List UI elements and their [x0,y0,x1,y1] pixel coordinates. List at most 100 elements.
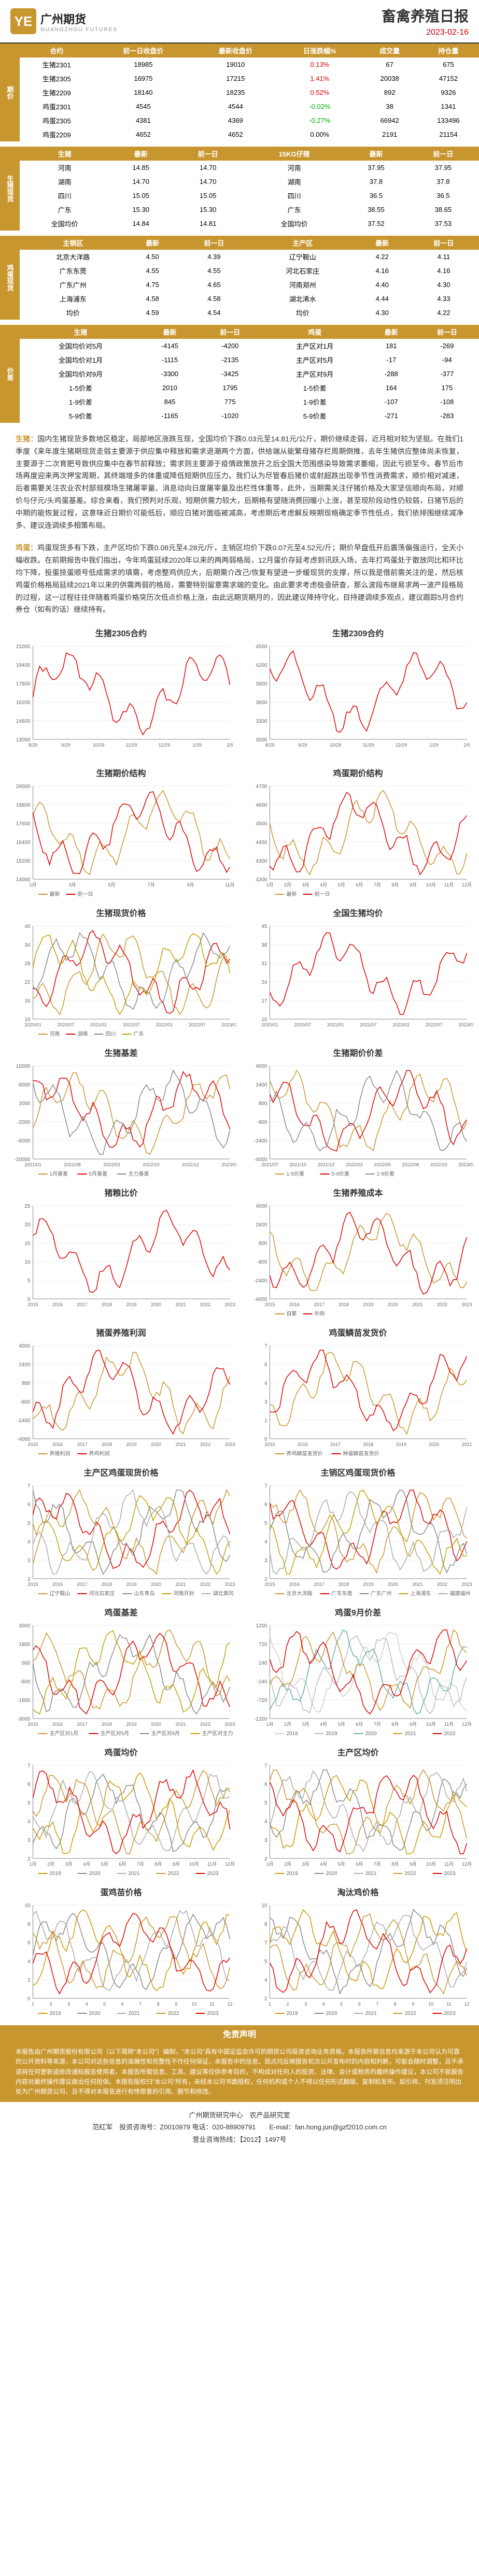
svg-text:8月: 8月 [391,882,399,888]
svg-text:5: 5 [264,1800,267,1806]
svg-text:湖北黄冈: 湖北黄冈 [213,1590,234,1597]
svg-text:0: 0 [27,1996,31,2002]
svg-text:720: 720 [259,1642,267,1648]
svg-text:4: 4 [264,1819,267,1825]
svg-text:4300: 4300 [256,858,267,864]
svg-text:6: 6 [264,1502,267,1508]
svg-text:2020: 2020 [326,2011,338,2016]
svg-text:河南开封: 河南开封 [174,1590,194,1597]
chart: 猪蛋养殖利润40002400800-800-2400-4000201520162… [5,1326,237,1461]
svg-text:2021: 2021 [412,1582,422,1587]
charts-grid: 生猪2305合约2100019400178001620014600130008/… [0,621,479,2025]
svg-text:-2400: -2400 [254,1138,267,1144]
page-title: 畜禽养殖日报 [382,5,469,26]
svg-text:22: 22 [24,980,31,985]
svg-text:3900: 3900 [256,681,267,687]
svg-text:4: 4 [27,1959,31,1965]
svg-text:5: 5 [264,1521,267,1526]
chart-title: 鸡蛋基差 [5,1606,237,1618]
chart-title: 鸡蛋鳞苗发货价 [242,1326,474,1338]
svg-text:4600: 4600 [256,803,267,808]
svg-text:2021: 2021 [129,1871,140,1877]
svg-text:1-9价差: 1-9价差 [377,1170,395,1177]
svg-text:2022/10: 2022/10 [430,1162,447,1167]
svg-text:9/29: 9/29 [61,742,71,748]
svg-text:2016: 2016 [298,1442,308,1447]
svg-text:12月: 12月 [225,1862,235,1867]
svg-text:2023: 2023 [207,1871,219,1877]
svg-text:4月: 4月 [320,1862,327,1867]
svg-text:25: 25 [24,1204,31,1209]
svg-text:湖南: 湖南 [78,1031,88,1037]
svg-text:2022/05: 2022/05 [374,1162,391,1167]
svg-text:2020/01: 2020/01 [261,1022,278,1027]
svg-text:2400: 2400 [19,1362,31,1368]
svg-text:10月: 10月 [426,882,436,888]
svg-text:2020: 2020 [388,1582,398,1587]
svg-text:11月: 11月 [207,1862,217,1867]
svg-text:2022: 2022 [437,1302,447,1307]
svg-text:7: 7 [376,2001,378,2007]
chart: 生猪期价价差40002400800-800-2400-40002021/0720… [242,1046,474,1181]
svg-text:2021: 2021 [175,1442,186,1447]
chart-title: 主销区鸡蛋现货价格 [242,1466,474,1478]
svg-text:2015: 2015 [27,1442,38,1447]
svg-text:10: 10 [191,2001,196,2007]
svg-text:2017: 2017 [77,1722,87,1727]
paragraph-pigs: 生猪：国内生猪现货多数地区稳定，局部地区涨跌互现，全国均价下跌0.03元至14.… [0,428,479,537]
svg-text:河南: 河南 [50,1031,60,1037]
svg-text:4: 4 [264,1539,267,1545]
chart-title: 鸡蛋均价 [5,1745,237,1758]
svg-text:7月: 7月 [374,1722,381,1727]
svg-text:38: 38 [261,942,267,948]
svg-text:5: 5 [340,2001,343,2007]
svg-text:8: 8 [27,1922,31,1927]
svg-text:8月: 8月 [391,1722,399,1727]
svg-text:2022/03: 2022/03 [346,1162,363,1167]
svg-text:5: 5 [27,1278,31,1284]
svg-text:7月: 7月 [374,1862,381,1867]
svg-text:2月: 2月 [284,1722,291,1727]
svg-text:-600: -600 [20,1679,30,1685]
svg-text:3300: 3300 [256,719,267,724]
svg-text:800: 800 [259,1241,267,1247]
svg-text:2020: 2020 [151,1722,161,1727]
svg-text:11/29: 11/29 [126,742,137,748]
svg-text:19400: 19400 [16,663,31,668]
svg-text:2400: 2400 [256,1082,267,1088]
svg-text:2015: 2015 [27,1722,38,1727]
svg-text:1800: 1800 [19,1642,31,1648]
footer-line2: 范红军 投资咨询号：Z0010979 电话：020-88909791 E-mai… [7,2121,472,2133]
svg-text:福建福州: 福建福州 [450,1590,471,1597]
svg-text:2022: 2022 [200,1722,210,1727]
svg-text:16400: 16400 [16,840,31,846]
svg-text:2019: 2019 [363,1302,373,1307]
svg-text:-720: -720 [257,1698,267,1704]
svg-text:5月: 5月 [338,1862,345,1867]
svg-text:2015: 2015 [27,1302,38,1307]
svg-text:3月: 3月 [68,882,76,888]
svg-text:-2000: -2000 [17,1120,31,1125]
svg-text:2020: 2020 [151,1582,161,1587]
svg-text:2019: 2019 [50,1871,62,1877]
svg-text:2023: 2023 [224,1442,235,1447]
svg-text:9: 9 [412,2001,414,2007]
svg-text:2021: 2021 [365,1871,377,1877]
svg-text:1/29: 1/29 [192,742,202,748]
logo-icon: YE [10,8,36,34]
svg-text:15: 15 [24,1241,31,1247]
svg-text:7月: 7月 [147,882,154,888]
svg-text:17600: 17600 [16,821,31,827]
svg-text:11: 11 [446,2001,451,2007]
svg-text:7: 7 [264,1483,267,1489]
svg-text:4700: 4700 [256,784,267,790]
paragraph-eggs: 鸡蛋：鸡蛋现货多有下跌，主产区均价下跌0.08元至4.28元/斤，主销区均价下跌… [0,537,479,621]
svg-text:3: 3 [264,1399,267,1405]
svg-text:7: 7 [264,1343,267,1349]
svg-text:4: 4 [86,2001,88,2007]
svg-text:11月: 11月 [444,882,454,888]
svg-text:6月: 6月 [356,1722,363,1727]
svg-text:5月: 5月 [101,1862,108,1867]
svg-text:18800: 18800 [16,803,31,808]
svg-text:2022/07: 2022/07 [426,1022,443,1027]
